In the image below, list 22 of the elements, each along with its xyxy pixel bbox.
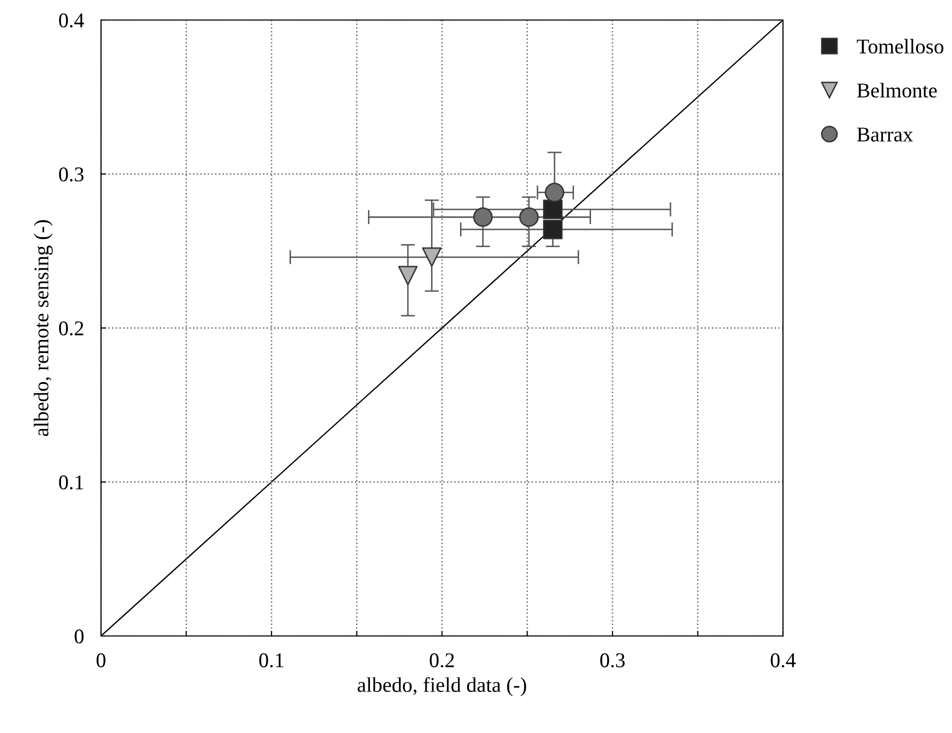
y-tick-label: 0.1: [59, 475, 84, 490]
legend-label: Barrax: [857, 128, 913, 142]
point: [543, 200, 563, 220]
point: [473, 207, 493, 227]
y-tick-label: 0.3: [59, 167, 84, 182]
x-tick-label: 0.4: [770, 653, 796, 668]
x-tick-label: 0.2: [430, 653, 454, 668]
point: [544, 182, 564, 202]
point: [398, 266, 418, 286]
point: [422, 247, 442, 267]
y-tick-label: 0: [74, 629, 84, 644]
x-tick-label: 0: [96, 653, 106, 668]
y-axis-title: albedo, remote sensing (-): [34, 220, 53, 436]
x-tick-label: 0.1: [259, 653, 284, 668]
x-axis-title: albedo, field data (-): [358, 677, 526, 696]
point: [543, 220, 563, 240]
legend-label: Belmonte: [857, 82, 937, 98]
x-tick-label: 0.3: [600, 653, 625, 668]
y-tick-label: 0.2: [59, 321, 84, 336]
legend-label: Tomelloso: [856, 38, 944, 54]
y-tick-label: 0.4: [59, 13, 84, 28]
point: [519, 207, 539, 227]
